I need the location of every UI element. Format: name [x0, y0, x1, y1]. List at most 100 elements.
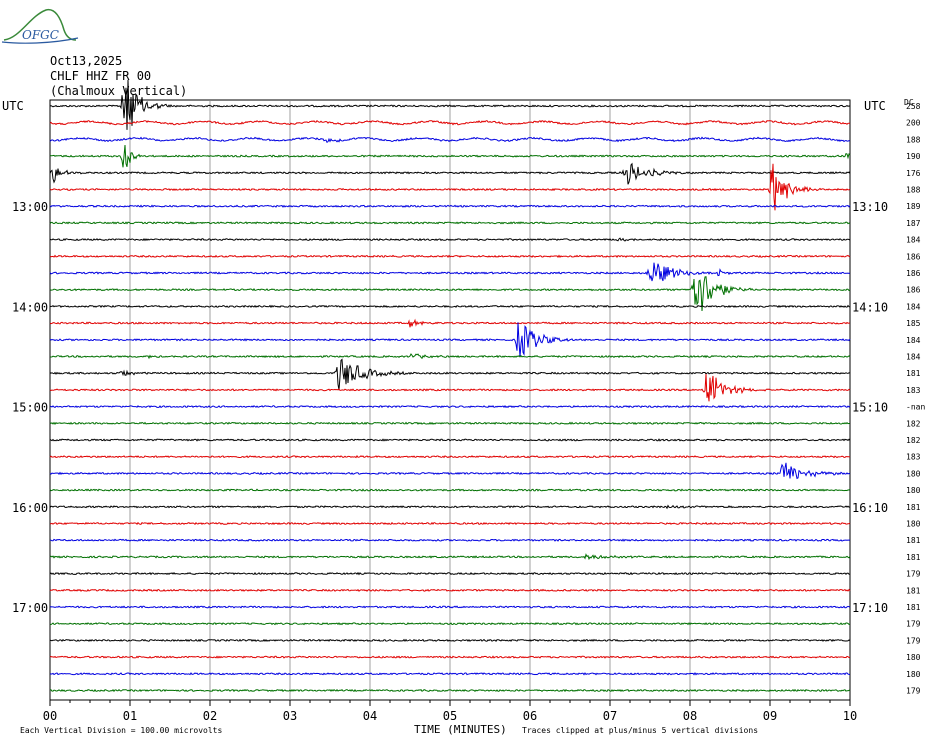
dc-offset-label: 182 [906, 419, 921, 428]
dc-offset-label: -nan [906, 403, 925, 412]
seismic-trace [49, 688, 851, 693]
dc-offset-label: 184 [906, 236, 921, 245]
seismic-trace [49, 462, 851, 480]
seismic-trace [49, 622, 850, 626]
seismic-trace [49, 254, 851, 258]
dc-offset-label: 179 [906, 570, 921, 579]
utc-right-label: UTC [864, 99, 886, 113]
dc-offset-label: 186 [906, 286, 921, 295]
dc-offset-label: 189 [906, 202, 921, 211]
dc-offset-label: 179 [906, 636, 921, 645]
dc-label: DC [904, 98, 914, 107]
seismic-trace [49, 163, 851, 211]
right-time-label: 16:10 [852, 501, 888, 515]
right-time-label: 14:10 [852, 300, 888, 314]
left-time-label: 17:00 [12, 601, 48, 615]
x-tick-label: 03 [283, 709, 297, 723]
seismic-trace [49, 119, 851, 126]
left-time-label: 16:00 [12, 501, 48, 515]
x-tick-label: 05 [443, 709, 457, 723]
station-id: CHLF HHZ FR 00 [50, 69, 152, 83]
dc-offset-label: 186 [906, 252, 921, 261]
dc-offset-label: 183 [906, 453, 921, 462]
seismic-trace [49, 318, 851, 328]
station-location: (Chalmoux Vertical) [50, 84, 188, 98]
dc-offset-label: 200 [906, 119, 921, 128]
seismic-trace [49, 204, 851, 208]
seismic-trace [49, 304, 851, 309]
seismic-trace [49, 358, 851, 391]
seismic-trace [49, 276, 851, 312]
dc-offset-label: 188 [906, 186, 921, 195]
dc-offset-label: 184 [906, 336, 921, 345]
dc-offset-label: 188 [906, 135, 921, 144]
seismic-trace [49, 438, 851, 442]
seismic-trace [49, 373, 851, 402]
dc-offset-label: 182 [906, 436, 921, 445]
x-tick-label: 09 [763, 709, 777, 723]
dc-offset-label: 183 [906, 386, 921, 395]
dc-offset-label: 180 [906, 670, 921, 679]
seismic-trace [49, 605, 851, 609]
dc-offset-label: 181 [906, 369, 921, 378]
seismic-trace [49, 571, 851, 576]
seismic-trace [49, 655, 851, 659]
x-tick-label: 10 [843, 709, 857, 723]
seismic-trace [49, 521, 851, 526]
seismic-trace [49, 553, 851, 561]
scale-note: Each Vertical Division = 100.00 microvol… [20, 726, 223, 735]
dc-offset-label: 176 [906, 169, 921, 178]
seismic-trace [49, 488, 851, 492]
logo: OFGC [0, 4, 80, 48]
dc-offset-label: 180 [906, 520, 921, 529]
dc-offset-label: 187 [906, 219, 921, 228]
x-tick-label: 01 [123, 709, 137, 723]
logo-graphic [1, 8, 79, 44]
dc-offset-label: 180 [906, 653, 921, 662]
right-time-label: 13:10 [852, 200, 888, 214]
seismic-trace [49, 353, 851, 360]
left-time-label: 13:00 [12, 200, 48, 214]
dc-offset-label: 181 [906, 553, 921, 562]
right-time-label: 15:10 [852, 401, 888, 415]
seismic-trace [49, 538, 851, 542]
dc-offset-label: 258 [906, 102, 921, 111]
x-tick-label: 02 [203, 709, 217, 723]
seismic-trace [49, 421, 850, 425]
plot-date: Oct13,2025 [50, 54, 123, 68]
dc-offset-label: 184 [906, 353, 921, 362]
x-tick-label: 07 [603, 709, 617, 723]
seismic-trace [49, 144, 851, 168]
seismic-trace [49, 237, 851, 242]
left-time-label: 15:00 [12, 401, 48, 415]
seismic-trace [49, 638, 851, 643]
x-tick-label: 04 [363, 709, 377, 723]
left-time-label: 14:00 [12, 300, 48, 314]
dc-offset-label: 181 [906, 503, 921, 512]
dc-offset-label: 190 [906, 152, 921, 161]
dc-offset-label: 180 [906, 469, 921, 478]
dc-offset-label: 179 [906, 620, 921, 629]
clip-note: Traces clipped at plus/minus 5 vertical … [522, 726, 759, 735]
seismic-trace [49, 221, 851, 225]
right-time-label: 17:10 [852, 601, 888, 615]
seismic-trace [49, 504, 851, 510]
dc-offset-label: 185 [906, 319, 921, 328]
dc-offset-label: 181 [906, 586, 921, 595]
dc-offset-label: 186 [906, 269, 921, 278]
dc-offset-label: 181 [906, 536, 921, 545]
utc-left-label: UTC [2, 99, 24, 113]
seismic-trace [49, 672, 851, 676]
x-axis-label: TIME (MINUTES) [414, 723, 507, 736]
x-tick-label: 06 [523, 709, 537, 723]
seismic-trace [49, 404, 851, 409]
dc-offset-label: 179 [906, 687, 921, 696]
logo-text: OFGC [22, 28, 59, 42]
seismic-trace [49, 79, 851, 130]
dc-offset-label: 184 [906, 302, 921, 311]
x-tick-label: 08 [683, 709, 697, 723]
seismic-trace [49, 455, 851, 459]
seismic-trace [49, 322, 851, 357]
dc-offset-label: 181 [906, 603, 921, 612]
